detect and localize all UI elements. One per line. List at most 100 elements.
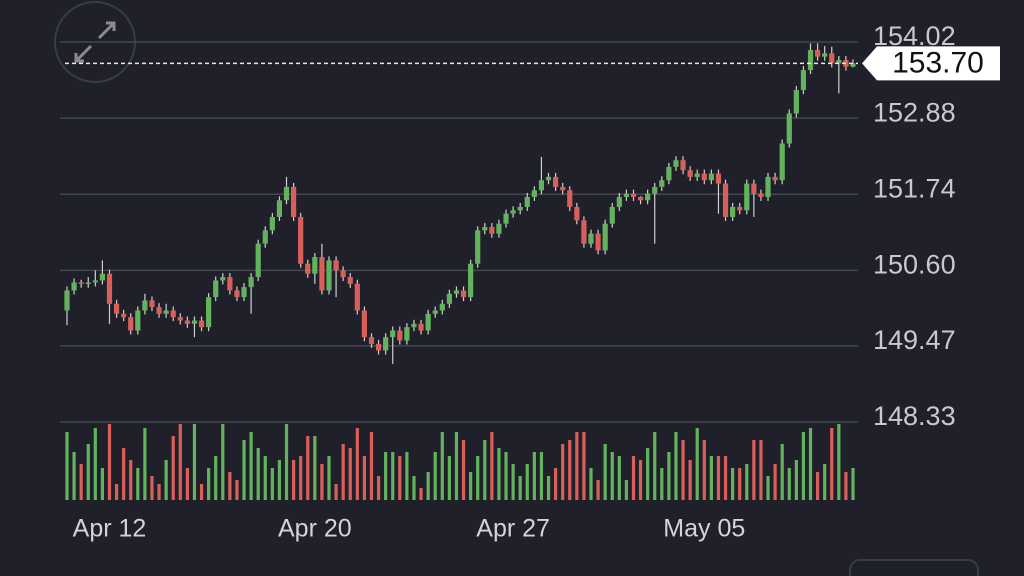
volume-bar [362,456,367,500]
candle-body [305,263,311,274]
y-tick-label: 148.33 [873,401,956,431]
volume-bar [192,424,197,500]
volume-bar [617,456,621,500]
candle-body [623,193,630,197]
volume-bar [511,464,515,500]
volume-bar [631,456,636,500]
candle-body [560,186,566,191]
volume-bar [164,460,168,500]
volume-bar [369,432,374,500]
volume-bar [759,440,763,500]
volume-bar [263,456,267,500]
volume-bar [745,464,749,500]
candle-body [475,230,481,264]
candle-body [552,176,559,187]
volume-bar [454,432,459,500]
candle-body [135,310,141,331]
volume-bar [532,452,536,500]
volume-bar [716,456,721,500]
candle-body [333,260,339,271]
candle-body [595,233,601,251]
candle-body [517,206,523,211]
candle-body [673,160,679,167]
volume-bar [327,456,331,500]
volume-bar [221,424,225,500]
last-price-label: 153.70 [892,46,984,79]
volume-bar [341,444,345,500]
candle-body [198,320,205,328]
candle-body [142,300,148,311]
candle-body [460,290,467,298]
volume-bar [568,440,572,500]
candle-body [354,283,360,311]
volume-bar [823,464,827,500]
x-tick-label: Apr 20 [278,515,352,543]
volume-bar [518,476,522,500]
y-tick-label: 154.02 [873,21,956,51]
candle-body [807,50,814,71]
volume-bar [808,428,813,500]
candle-body [800,70,807,91]
volume-bar [199,484,204,500]
candle-body [489,226,495,234]
candle-body [326,260,332,291]
volume-bar [185,468,189,500]
candle-body [453,290,460,294]
candle-body [404,327,410,341]
candle-body [793,90,799,114]
candle-body [715,173,722,184]
candle-body [722,183,729,217]
volume-bar [610,452,614,500]
candle-body [411,323,417,328]
volume-bar [270,468,274,500]
candle-body [149,300,155,308]
volume-bar [738,468,742,500]
candle-body [482,226,488,231]
candle-body [680,160,686,171]
candle-body [241,287,247,298]
volume-bar [426,472,430,500]
candle-body [744,183,750,211]
volume-bar [575,432,579,500]
candle-body [283,186,290,201]
volume-bar [107,424,112,500]
volume-bar [320,464,324,500]
volume-bar [752,440,756,500]
volume-bar [249,432,253,500]
candle-body [368,337,375,344]
candle-body [666,166,672,181]
volume-bar [815,472,820,500]
candle-body [581,220,587,244]
volume-bar [391,452,395,500]
volume-bar [780,444,784,500]
volume-bar [348,448,352,500]
candle-body [822,53,828,57]
candle-body [538,180,545,191]
volume-bar [143,428,147,500]
volume-bar [79,464,83,500]
volume-bar [136,468,140,500]
candle-body [609,206,615,224]
volume-bar [228,472,232,500]
volume-bar [787,468,791,500]
volume-bar [65,432,69,500]
volume-bar [419,488,423,500]
volume-bar [433,452,437,500]
volume-bar [653,432,657,500]
volume-bar [794,460,798,500]
volume-bar [384,452,388,500]
candle-body [751,183,757,194]
candle-body [602,223,608,251]
candle-body [290,186,297,217]
volume-bar [589,468,593,500]
volume-bar [469,472,473,500]
volume-bar [405,452,409,500]
volume-bar [355,428,359,500]
candle-body [269,216,275,231]
candle-body [531,190,537,197]
candle-body [836,60,842,64]
volume-bar [178,424,182,500]
candle-body [99,273,106,281]
volume-bar [582,432,586,500]
